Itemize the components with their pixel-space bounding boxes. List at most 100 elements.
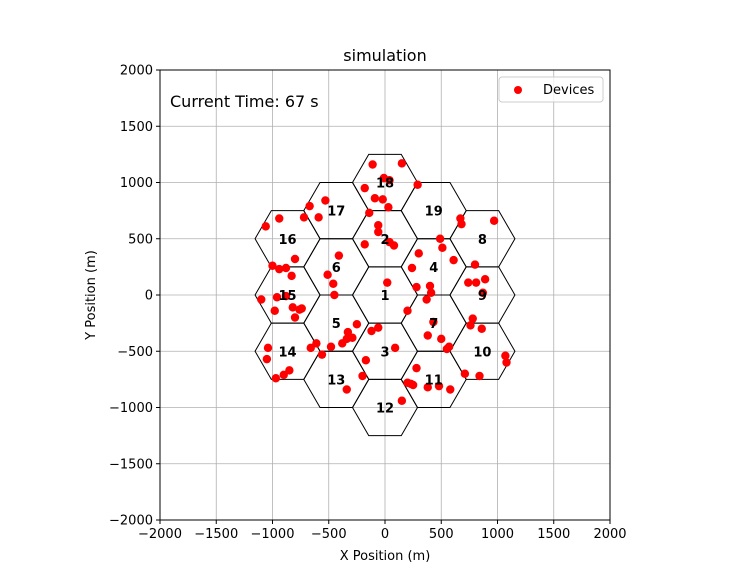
device-point [434,381,444,391]
x-tick-label: 0 [381,527,389,542]
device-point [263,343,273,353]
device-point [477,324,486,333]
device-point [501,351,510,360]
cell-label-19: 19 [425,205,443,220]
y-tick-label: 0 [145,289,153,304]
device-point [423,331,432,340]
x-tick-label: −1000 [251,527,295,542]
axis-ticks: −2000 −1500 −1000 −500 0 500 1000 1500 2000 −2000… [109,64,627,543]
legend: Devices [498,76,604,103]
cell-label-10: 10 [473,345,491,360]
x-tick-label: −1500 [194,527,238,542]
device-point [475,371,484,381]
y-tick-label: −1500 [109,457,153,472]
y-tick-label: −1000 [109,401,153,416]
device-point [285,366,294,375]
device-point [413,180,422,189]
device-point [287,271,296,281]
device-point [397,159,407,168]
device-point [457,219,466,229]
x-tick-label: 1000 [481,527,514,542]
device-point [370,194,380,203]
cell-label-6: 6 [332,261,341,276]
device-point [412,363,421,373]
cell-label-17: 17 [327,205,345,220]
device-point [334,251,344,260]
x-tick-label: 2000 [593,527,626,542]
y-tick-label: −2000 [109,514,153,529]
legend-box [498,76,604,103]
device-point [279,370,288,380]
device-point [268,261,277,270]
cell-label-14: 14 [279,345,297,360]
device-point [305,201,314,211]
device-point [429,317,438,327]
device-point [317,350,327,359]
cell-label-11: 11 [425,373,443,388]
cell-label-5: 5 [332,317,341,332]
cell-label-1: 1 [380,289,389,304]
cell-label-13: 13 [327,373,345,388]
device-point [367,326,376,336]
device-point [374,221,383,230]
cell-label-2: 2 [380,233,389,248]
device-point [412,282,421,292]
device-point [460,369,470,378]
cell-label-7: 7 [429,317,438,332]
device-point [342,385,351,394]
device-point [449,255,458,265]
device-point [368,160,377,169]
device-point [290,313,300,322]
device-point [471,278,481,287]
device-point [374,227,383,237]
device-point [275,214,284,223]
y-tick-label: 2000 [120,64,153,79]
x-tick-label: −2000 [138,527,182,542]
device-point [468,314,477,323]
device-point [397,396,407,405]
device-point [390,343,400,353]
device-point [502,358,511,367]
device-point [361,356,371,365]
device-point [306,343,315,353]
device-point [326,342,336,351]
device-point [262,354,272,364]
cell-label-18: 18 [376,177,394,192]
cell-label-12: 12 [376,402,394,417]
device-point [261,222,270,231]
device-point [383,278,392,287]
device-point [378,195,387,204]
current-time-annotation: Current Time: 67 s [170,92,319,111]
x-tick-label: −500 [311,527,347,542]
device-point [422,295,431,304]
device-point [272,293,282,302]
device-point [446,385,455,394]
device-point [478,288,488,297]
device-point [299,213,309,222]
x-axis-label: X Position (m) [340,549,431,564]
y-tick-label: 500 [128,232,153,247]
device-point [407,263,417,273]
device-point [358,371,367,381]
cell-label-8: 8 [478,233,487,248]
device-point [343,327,353,337]
device-point [470,260,480,269]
device-point [426,288,436,297]
device-point [281,263,291,273]
device-point [360,183,369,193]
device-point [365,208,374,218]
cell-label-4: 4 [429,261,438,276]
device-point [288,303,297,312]
legend-marker-devices [514,86,522,94]
device-point [466,321,475,330]
device-point [297,304,306,313]
device-point [438,243,447,252]
hexagonal-cells [254,153,516,437]
device-point [425,281,435,291]
y-tick-label: 1000 [120,176,153,191]
y-axis-label: Y Position (m) [84,250,99,341]
device-point [414,249,423,258]
y-tick-label: 1500 [120,120,153,135]
